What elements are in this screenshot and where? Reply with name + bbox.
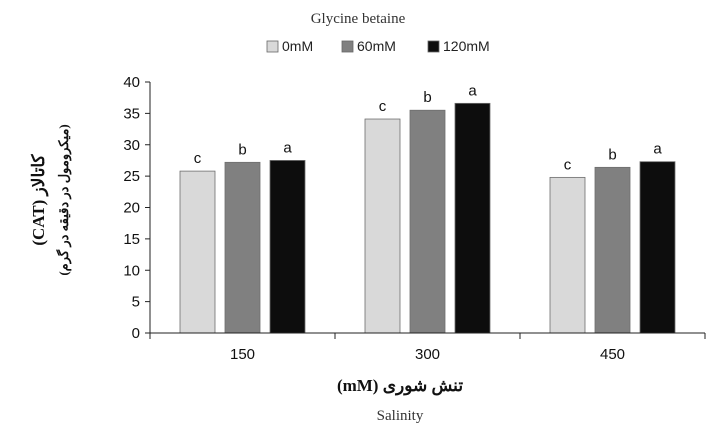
bar-450-120mM bbox=[639, 161, 676, 334]
y-axis-subtitle: (میکرومول در دقیقه در گرم) bbox=[55, 124, 72, 275]
bars: c b a c b a c b a bbox=[179, 82, 676, 334]
bar-300-60mM bbox=[409, 109, 446, 334]
y-tick-label: 30 bbox=[123, 137, 140, 154]
y-axis: 0 5 10 15 20 25 30 35 40 bbox=[123, 74, 151, 342]
legend-label-60mM: 60mM bbox=[357, 38, 396, 54]
significance-label: a bbox=[283, 139, 292, 156]
bar-450-60mM bbox=[594, 166, 631, 334]
legend-label-0mM: 0mM bbox=[282, 38, 313, 54]
legend-swatch-0mM bbox=[266, 40, 279, 53]
bar-150-0mM bbox=[179, 170, 216, 334]
y-tick-label: 0 bbox=[132, 325, 140, 342]
significance-label: a bbox=[468, 82, 477, 99]
legend-title: Glycine betaine bbox=[311, 11, 406, 27]
x-tick-label: 150 bbox=[230, 346, 255, 363]
y-tick-label: 5 bbox=[132, 294, 140, 311]
legend-label-120mM: 120mM bbox=[443, 38, 490, 54]
y-tick-label: 25 bbox=[123, 168, 140, 185]
y-axis-title: (CAT) کاتالاز bbox=[29, 153, 49, 245]
significance-label: c bbox=[564, 156, 572, 173]
x-axis: 150 300 450 bbox=[145, 332, 706, 363]
significance-label: c bbox=[379, 98, 387, 115]
significance-label: b bbox=[608, 146, 616, 163]
x-tick-label: 300 bbox=[415, 346, 440, 363]
bar-450-0mM bbox=[549, 176, 586, 334]
significance-label: b bbox=[423, 89, 431, 106]
x-axis-subtitle: Salinity bbox=[377, 408, 424, 424]
y-tick-label: 10 bbox=[123, 262, 140, 279]
y-tick-label: 35 bbox=[123, 105, 140, 122]
legend-swatch-120mM bbox=[427, 40, 440, 53]
bar-150-120mM bbox=[269, 160, 306, 334]
x-tick-label: 450 bbox=[600, 346, 625, 363]
bar-300-120mM bbox=[454, 102, 491, 334]
significance-label: c bbox=[194, 150, 202, 167]
legend-swatch-60mM bbox=[341, 40, 354, 53]
legend: Glycine betaine 0mM 60mM 120mM bbox=[266, 11, 490, 54]
y-tick-label: 20 bbox=[123, 200, 140, 217]
axis-titles: (mM) تنش شوری Salinity (CAT) کاتالاز (میکرو… bbox=[29, 124, 463, 424]
significance-label: a bbox=[653, 141, 662, 158]
bar-150-60mM bbox=[224, 161, 261, 334]
bar-300-0mM bbox=[364, 118, 401, 334]
x-axis-title: (mM) تنش شوری bbox=[337, 376, 463, 396]
y-tick-label: 40 bbox=[123, 74, 140, 91]
y-tick-label: 15 bbox=[123, 231, 140, 248]
significance-label: b bbox=[238, 141, 246, 158]
